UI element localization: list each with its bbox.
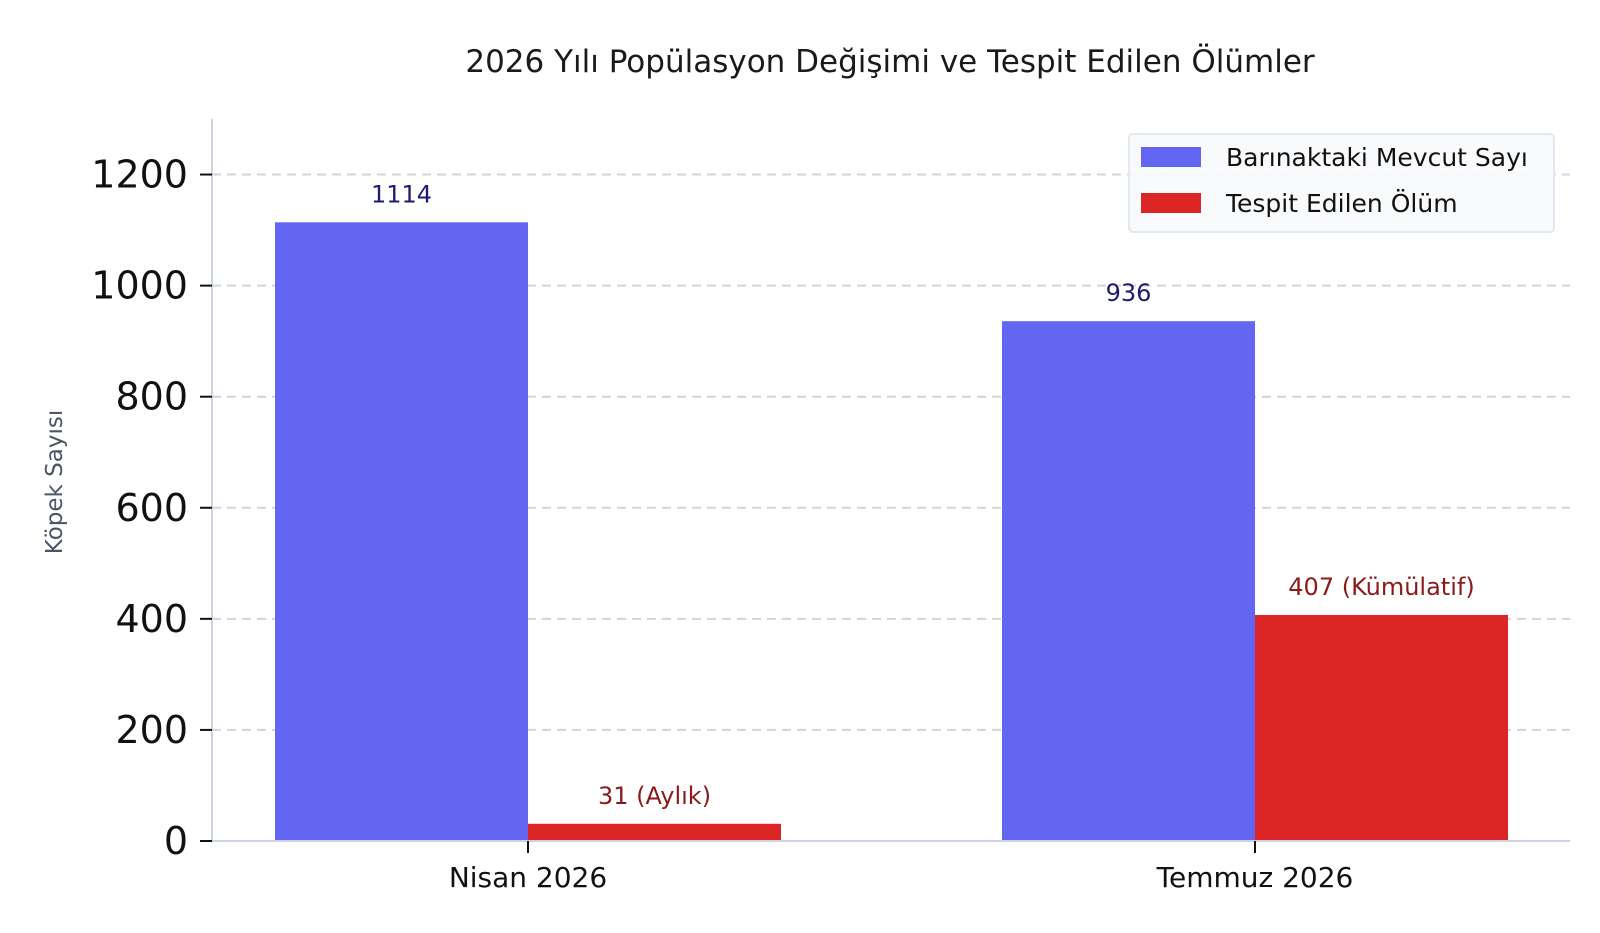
x-tick-label: Nisan 2026 xyxy=(449,861,607,894)
data-labels: 1114 936 31 (Aylık) 407 (Kümülatif) xyxy=(371,180,1475,809)
legend-label: Barınaktaki Mevcut Sayı xyxy=(1226,143,1528,172)
legend-swatch xyxy=(1141,147,1201,167)
y-tick-label: 1200 xyxy=(91,153,188,197)
y-tick-label: 0 xyxy=(164,819,188,863)
data-label: 31 (Aylık) xyxy=(598,782,711,810)
y-tick-label: 600 xyxy=(115,486,188,530)
legend: Barınaktaki Mevcut Sayı Tespit Edilen Ölü… xyxy=(1128,133,1555,233)
bar-mevcut-1 xyxy=(1002,321,1255,841)
y-tick-label: 1000 xyxy=(91,264,188,308)
bars xyxy=(275,222,1508,842)
y-axis-label: Köpek Sayısı xyxy=(42,410,68,554)
y-tick-label: 400 xyxy=(115,597,188,641)
y-tick-label: 800 xyxy=(115,375,188,419)
chart-title: 2026 Yılı Popülasyon Değişimi ve Tespit … xyxy=(465,43,1315,80)
x-tick-label: Temmuz 2026 xyxy=(1156,861,1354,894)
legend-label: Tespit Edilen Ölüm xyxy=(1225,189,1458,218)
bar-olum-1 xyxy=(1255,614,1508,841)
x-ticks: Nisan 2026 Temmuz 2026 xyxy=(449,841,1354,894)
data-label: 1114 xyxy=(371,180,432,208)
y-ticks: 0 200 400 600 800 1000 1200 xyxy=(91,153,212,863)
legend-swatch xyxy=(1141,193,1201,213)
legend-box xyxy=(1128,133,1555,233)
axes xyxy=(211,119,1570,842)
bar-olum-0 xyxy=(528,823,781,841)
data-label: 936 xyxy=(1106,279,1152,307)
y-tick-label: 200 xyxy=(115,708,188,752)
bar-mevcut-0 xyxy=(275,222,528,842)
data-label: 407 (Kümülatif) xyxy=(1288,573,1474,601)
